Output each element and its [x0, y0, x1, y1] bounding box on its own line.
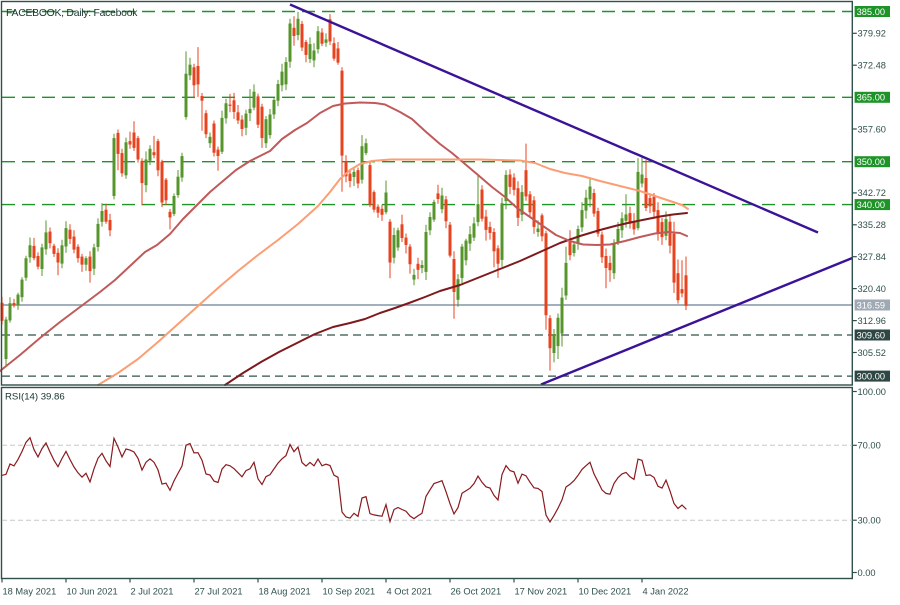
svg-text:309.60: 309.60	[857, 330, 885, 340]
svg-text:320.40: 320.40	[858, 284, 886, 294]
svg-text:4 Oct 2021: 4 Oct 2021	[387, 587, 432, 597]
svg-text:2 Jul 2021: 2 Jul 2021	[131, 587, 174, 597]
svg-text:18 Aug 2021: 18 Aug 2021	[259, 587, 311, 597]
svg-text:300.00: 300.00	[857, 372, 885, 382]
svg-text:18 May 2021: 18 May 2021	[3, 587, 57, 597]
svg-text:372.48: 372.48	[858, 61, 886, 71]
svg-text:4 Jan 2022: 4 Jan 2022	[643, 587, 689, 597]
svg-text:385.00: 385.00	[857, 7, 885, 17]
svg-text:312.96: 312.96	[858, 316, 886, 326]
svg-text:100.00: 100.00	[858, 387, 886, 397]
svg-text:335.28: 335.28	[858, 220, 886, 230]
svg-text:10 Dec 2021: 10 Dec 2021	[579, 587, 632, 597]
svg-text:379.92: 379.92	[858, 29, 886, 39]
svg-text:365.00: 365.00	[857, 93, 885, 103]
svg-text:0.00: 0.00	[858, 568, 876, 578]
svg-text:340.00: 340.00	[857, 200, 885, 210]
svg-text:350.00: 350.00	[857, 157, 885, 167]
svg-text:342.72: 342.72	[858, 188, 886, 198]
svg-text:305.52: 305.52	[858, 348, 886, 358]
svg-text:316.59: 316.59	[857, 300, 885, 310]
svg-text:357.60: 357.60	[858, 124, 886, 134]
svg-text:27 Jul 2021: 27 Jul 2021	[195, 587, 243, 597]
svg-text:17 Nov 2021: 17 Nov 2021	[515, 587, 568, 597]
svg-text:26 Oct 2021: 26 Oct 2021	[451, 587, 502, 597]
svg-text:327.84: 327.84	[858, 252, 886, 262]
svg-text:30.00: 30.00	[858, 516, 881, 526]
svg-text:70.00: 70.00	[858, 441, 881, 451]
svg-text:10 Sep 2021: 10 Sep 2021	[323, 587, 376, 597]
svg-text:FACEBOOK, Daily: Facebook: FACEBOOK, Daily: Facebook	[6, 8, 138, 19]
svg-text:RSI(14) 39.86: RSI(14) 39.86	[5, 392, 65, 403]
svg-text:10 Jun 2021: 10 Jun 2021	[67, 587, 118, 597]
